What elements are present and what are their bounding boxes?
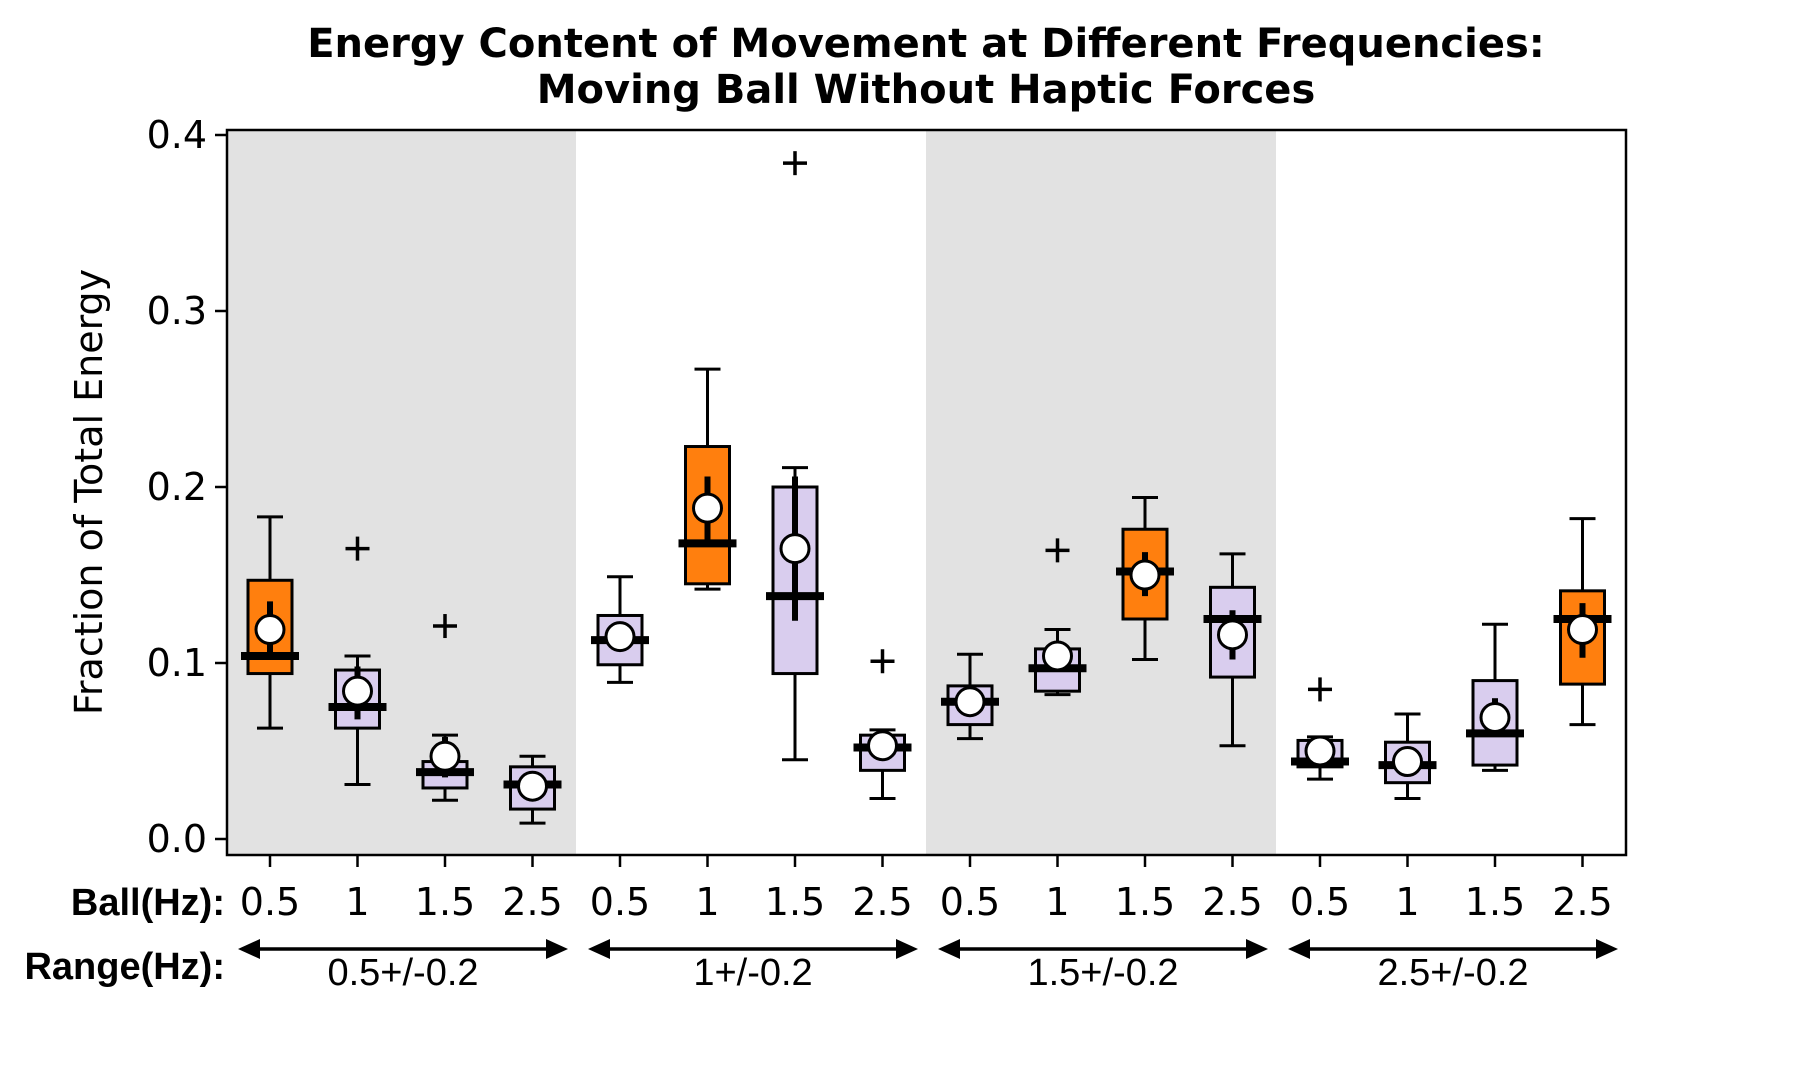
box-1-2 [328,536,387,786]
range-arrow-3 [938,939,1268,959]
box-2-1 [591,575,649,684]
x-axis: 0.5 1 1.5 2.5 0.5+/-0.2 0.5 1 1.5 2.5 1+/-0.2 0.5 1… [238,855,1618,994]
mean-marker [1479,702,1511,734]
range-label: 0.5+/-0.2 [327,952,478,994]
ball-frequency-label: 2.5 [1202,880,1262,924]
range-shade-1 [227,130,576,855]
y-tick-label: 0.2 [147,465,207,509]
range-label: 2.5+/-0.2 [1377,952,1528,994]
ball-frequency-label: 1 [695,880,719,924]
range-arrow-2 [588,939,918,959]
mean-marker [342,675,373,707]
mean-marker [1042,640,1073,672]
range-arrow-head-right [546,939,568,959]
mean-marker [1217,619,1248,651]
mean-marker [779,533,811,565]
range-arrow-head-left [938,939,960,959]
box-3-4 [1203,552,1262,748]
ball-frequency-label: 1 [1045,880,1069,924]
ball-frequency-label: 1.5 [765,880,825,924]
box-4-3 [1466,622,1524,772]
ball-row-label: Ball(Hz): [71,882,225,924]
ball-frequency-label: 1.5 [415,880,475,924]
ball-frequency-label: 0.5 [940,880,1000,924]
mean-marker [254,614,286,646]
box-4-2 [1378,712,1437,801]
box-3-2 [1028,538,1087,697]
y-tick-label: 0.3 [147,289,207,333]
range-arrow-head-right [896,939,918,959]
plot-area [241,151,1612,825]
mean-marker [517,770,548,802]
chart-title-line-1: Energy Content of Movement at Different … [307,21,1545,67]
outlier-marker [870,649,895,674]
range-label: 1.5+/-0.2 [1027,952,1178,994]
mean-marker [867,730,898,762]
mean-marker [1129,559,1161,591]
mean-marker [692,492,723,524]
range-arrow-head-right [1246,939,1268,959]
ball-frequency-label: 0.5 [240,880,300,924]
ball-frequency-label: 2.5 [502,880,562,924]
outlier-marker [433,614,457,639]
outlier-marker [1308,677,1332,702]
mean-marker [1392,746,1423,778]
box-1-1 [241,515,299,730]
range-label: 1+/-0.2 [693,952,812,994]
ball-frequency-label: 0.5 [590,880,650,924]
mean-marker [1567,614,1598,646]
mean-marker [604,621,636,653]
range-arrow-head-left [238,939,260,959]
mean-marker [429,740,461,772]
range-arrow-head-left [1288,939,1310,959]
range-arrow-head-left [588,939,610,959]
box-4-4 [1553,517,1612,727]
mean-marker [1304,735,1336,767]
y-tick-label: 0.1 [147,641,207,685]
y-tick-label: 0.0 [147,817,207,861]
box-3-1 [941,652,999,741]
range-row-label: Range(Hz): [24,946,225,988]
box-2-3 [766,151,824,762]
range-shade-3 [926,130,1276,855]
y-tick-label: 0.4 [147,113,207,157]
outlier-marker [783,151,807,176]
box-4-1 [1291,677,1349,781]
box-1-3 [416,614,474,802]
range-arrow-4 [1288,939,1618,959]
range-arrow-head-right [1596,939,1618,959]
ball-frequency-label: 0.5 [1290,880,1350,924]
range-shading [227,130,1276,855]
y-axis: 0.0 0.1 0.2 0.3 0.4 [147,113,227,861]
ball-frequency-label: 1 [345,880,369,924]
box-2-4 [853,649,912,801]
ball-frequency-label: 1.5 [1465,880,1525,924]
box-2-2 [678,367,737,591]
ball-frequency-label: 1.5 [1115,880,1175,924]
ball-frequency-label: 2.5 [852,880,912,924]
range-arrow-1 [238,939,568,959]
outlier-marker [1045,538,1070,563]
box-3-3 [1116,496,1174,661]
chart-title-line-2: Moving Ball Without Haptic Forces [537,67,1316,113]
mean-marker [954,686,986,718]
plot-frame [225,128,1628,857]
ball-frequency-label: 2.5 [1552,880,1612,924]
y-axis-label: Fraction of Total Energy [67,269,111,715]
ball-frequency-label: 1 [1395,880,1419,924]
outlier-marker [345,536,370,561]
box-1-4 [503,754,562,825]
